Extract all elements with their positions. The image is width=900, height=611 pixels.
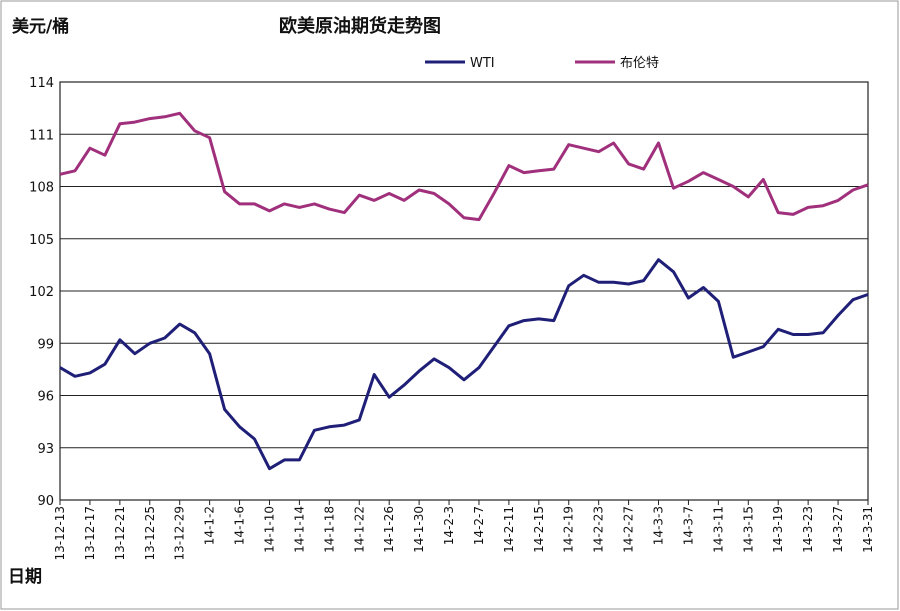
- x-tick-label: 14-1-14: [292, 506, 306, 553]
- y-tick-label: 108: [29, 181, 54, 196]
- y-tick-label: 90: [37, 494, 54, 509]
- x-tick-label: 13-12-21: [113, 506, 127, 560]
- series-line: [59, 258, 869, 471]
- x-tick-label: 13-12-25: [143, 506, 157, 560]
- x-tick-label: 14-3-11: [711, 506, 725, 553]
- x-tick-label: 14-2-23: [592, 506, 606, 553]
- x-tick-label: 14-2-7: [472, 506, 486, 545]
- x-tick-label: 13-12-13: [53, 506, 67, 560]
- x-tick-label: 14-2-19: [562, 506, 576, 553]
- y-tick-label: 114: [29, 76, 54, 91]
- x-tick-label: 14-3-31: [861, 506, 875, 553]
- x-tick-label: 14-1-22: [352, 506, 366, 553]
- y-tick-label: 105: [29, 233, 54, 248]
- x-tick-label: 14-2-15: [532, 506, 546, 553]
- chart-title: 欧美原油期货走势图: [279, 15, 441, 37]
- y-tick-label: 93: [37, 442, 54, 457]
- x-tick-label: 14-2-11: [502, 506, 516, 553]
- y-tick-label: 96: [37, 390, 54, 405]
- x-tick-label: 14-3-3: [652, 506, 666, 545]
- x-tick-label: 14-1-18: [322, 506, 336, 553]
- series-line: [59, 111, 869, 222]
- x-tick-label: 14-1-26: [382, 506, 396, 553]
- x-tick-label: 13-12-29: [173, 506, 187, 560]
- y-tick-label: 99: [37, 337, 54, 352]
- y-tick-label: 102: [29, 285, 54, 300]
- x-tick-label: 14-3-7: [681, 506, 695, 545]
- x-tick-label: 14-3-23: [801, 506, 815, 553]
- x-tick-label: 14-3-15: [741, 506, 755, 553]
- x-tick-label: 14-1-30: [412, 506, 426, 553]
- legend-label: WTI: [470, 56, 495, 71]
- y-axis-label: 美元/桶: [12, 16, 69, 37]
- x-axis-label: 日期: [8, 567, 42, 587]
- x-tick-label: 14-3-27: [831, 506, 845, 553]
- y-tick-label: 111: [29, 128, 54, 143]
- x-tick-label: 14-1-2: [203, 506, 217, 545]
- x-tick-label: 13-12-17: [83, 506, 97, 560]
- legend-label: 布伦特: [620, 56, 659, 71]
- x-tick-label: 14-2-3: [442, 506, 456, 545]
- legend: WTI 布伦特: [425, 56, 659, 71]
- x-tick-label: 14-1-6: [233, 506, 247, 545]
- x-tick-label: 14-3-19: [771, 506, 785, 553]
- x-tick-label: 14-1-10: [262, 506, 276, 553]
- x-tick-label: 14-2-27: [622, 506, 636, 553]
